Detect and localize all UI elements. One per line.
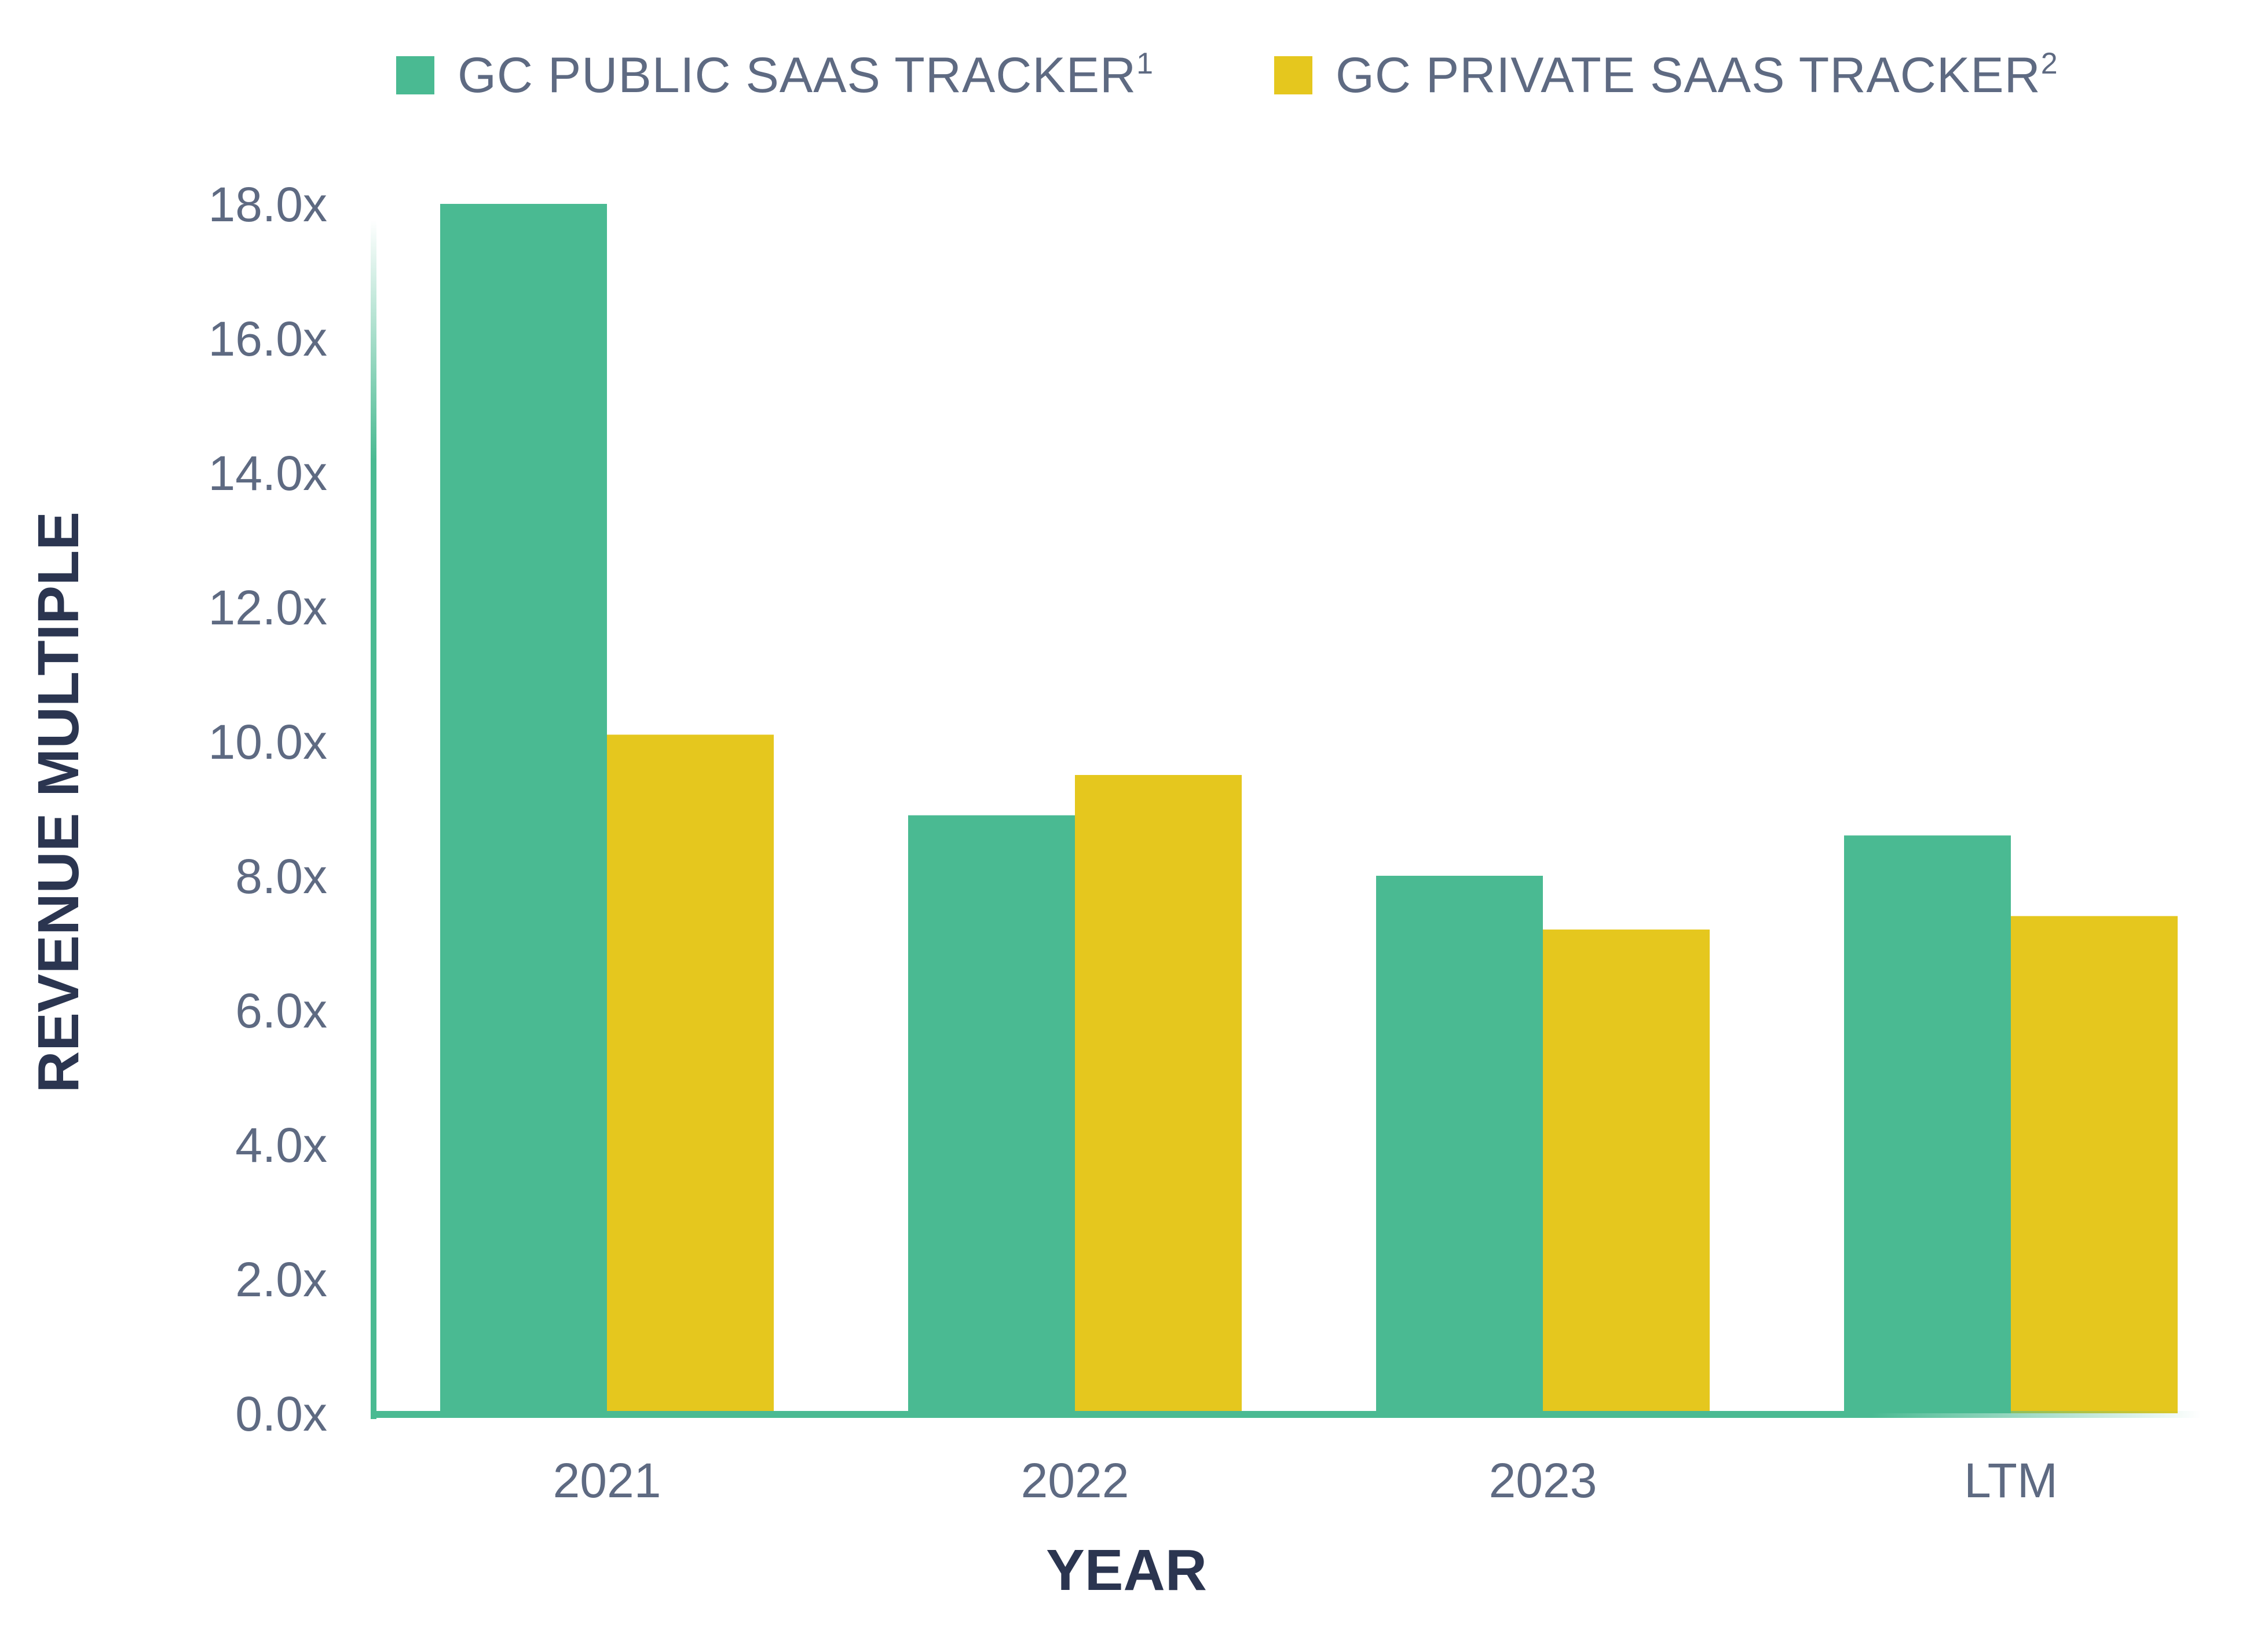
x-tick-label: LTM xyxy=(1964,1453,2058,1508)
x-tick-label: 2021 xyxy=(553,1453,661,1508)
legend-label-private: GC PRIVATE SAAS TRACKER2 xyxy=(1336,47,2058,104)
legend: GC PUBLIC SAAS TRACKER1 GC PRIVATE SAAS … xyxy=(0,35,2268,116)
bar-private-2021 xyxy=(607,734,774,1413)
y-tick-label: 2.0x xyxy=(235,1252,327,1307)
legend-label-public: GC PUBLIC SAAS TRACKER1 xyxy=(458,47,1154,104)
bar-public-2021 xyxy=(440,204,607,1413)
x-axis-line xyxy=(371,1411,2201,1418)
x-axis-title: YEAR xyxy=(1046,1538,1207,1603)
bar-public-2023 xyxy=(1376,876,1543,1413)
y-tick-label: 12.0x xyxy=(208,580,328,635)
x-tick-label: 2022 xyxy=(1021,1453,1129,1508)
bars-group xyxy=(440,204,2178,1413)
y-tick-label: 0.0x xyxy=(235,1387,327,1441)
bar-public-2022 xyxy=(908,815,1075,1413)
x-tick-label: 2023 xyxy=(1489,1453,1597,1508)
y-tick-label: 18.0x xyxy=(208,177,328,232)
legend-item-public: GC PUBLIC SAAS TRACKER1 xyxy=(396,35,1154,116)
bar-private-ltm xyxy=(2011,916,2178,1413)
legend-label-private-text: GC PRIVATE SAAS TRACKER xyxy=(1336,47,2041,103)
y-tick-label: 6.0x xyxy=(235,983,327,1038)
y-tick-label: 16.0x xyxy=(208,312,328,366)
bar-private-2022 xyxy=(1075,775,1242,1413)
y-tick-label: 14.0x xyxy=(208,446,328,500)
legend-swatch-public xyxy=(396,56,434,94)
legend-item-private: GC PRIVATE SAAS TRACKER2 xyxy=(1274,35,2058,116)
y-tick-label: 10.0x xyxy=(208,715,328,769)
y-tick-label: 8.0x xyxy=(235,849,327,904)
y-axis-line xyxy=(371,220,376,1419)
legend-label-public-text: GC PUBLIC SAAS TRACKER xyxy=(458,47,1137,103)
legend-swatch-private xyxy=(1274,56,1312,94)
legend-footnote-private: 2 xyxy=(2040,46,2058,81)
legend-footnote-public: 1 xyxy=(1136,46,1154,81)
y-tick-labels: 0.0x 2.0x 4.0x 6.0x 8.0x 10.0x 12.0x 14.0x 16.0x… xyxy=(208,177,328,1441)
y-tick-label: 4.0x xyxy=(235,1118,327,1172)
y-axis-title: REVENUE MULTIPLE xyxy=(26,511,91,1093)
x-tick-labels: 2021 2022 2023 LTM xyxy=(553,1453,2058,1508)
bar-private-2023 xyxy=(1543,929,1710,1413)
bar-public-ltm xyxy=(1844,835,2011,1413)
